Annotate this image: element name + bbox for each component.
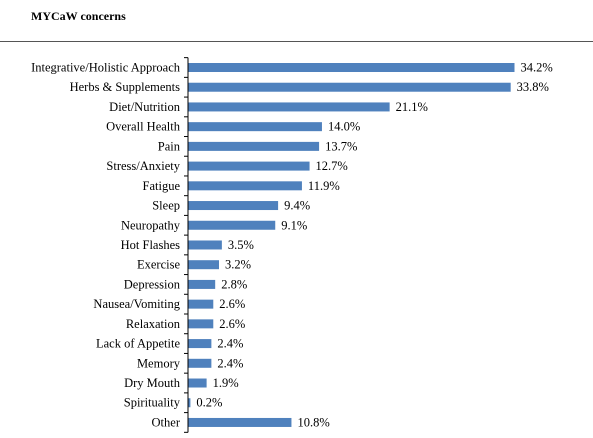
- bar-pain: [188, 141, 320, 151]
- category-label: Fatigue: [143, 179, 181, 193]
- category-label: Other: [152, 415, 181, 429]
- category-label: Exercise: [137, 258, 180, 272]
- value-label: 2.6%: [219, 297, 245, 311]
- bar-diet-nutrition: [188, 102, 390, 112]
- bar-sleep: [188, 201, 279, 211]
- category-label: Herbs & Supplements: [70, 80, 181, 94]
- bars: [188, 63, 515, 427]
- category-label: Stress/Anxiety: [106, 159, 180, 173]
- bar-herbs-supplements: [188, 82, 511, 92]
- value-label: 34.2%: [521, 61, 553, 75]
- value-label: 9.1%: [281, 218, 307, 232]
- value-label: 21.1%: [396, 100, 428, 114]
- bar-hot-flashes: [188, 240, 222, 250]
- bar-relaxation: [188, 319, 214, 329]
- bar-spirituality: [188, 398, 191, 408]
- bar-integrative-holistic-approach: [188, 63, 515, 72]
- value-label: 2.4%: [217, 356, 243, 370]
- category-label: Lack of Appetite: [96, 337, 180, 351]
- value-label: 12.7%: [316, 159, 348, 173]
- value-label: 2.6%: [219, 317, 245, 331]
- bar-stress-anxiety: [188, 161, 310, 171]
- category-label: Integrative/Holistic Approach: [31, 61, 181, 75]
- value-labels: 34.2% 33.8% 21.1% 14.0% 13.7% 12.7% 11.9% 9.4% 9…: [196, 61, 552, 430]
- value-label: 2.8%: [221, 277, 247, 291]
- bar-nausea-vomiting: [188, 299, 214, 309]
- category-label: Pain: [158, 139, 181, 153]
- value-label: 33.8%: [517, 80, 549, 94]
- category-label: Nausea/Vomiting: [93, 297, 180, 311]
- value-label: 1.9%: [213, 376, 239, 390]
- bar-overall-health: [188, 122, 322, 132]
- value-label: 3.2%: [225, 258, 251, 272]
- value-label: 13.7%: [325, 139, 357, 153]
- bar-fatigue: [188, 181, 302, 191]
- category-labels: Integrative/Holistic Approach Herbs & Sup…: [31, 61, 181, 430]
- bar-neuropathy: [188, 220, 276, 230]
- value-label: 11.9%: [308, 179, 340, 193]
- category-label: Hot Flashes: [121, 238, 181, 252]
- value-label: 9.4%: [284, 199, 310, 213]
- bar-dry-mouth: [188, 378, 207, 388]
- bar-other: [188, 417, 292, 427]
- category-label: Diet/Nutrition: [109, 100, 181, 114]
- category-label: Neuropathy: [121, 218, 181, 232]
- chart-title: MYCaW concerns: [31, 9, 126, 23]
- value-label: 10.8%: [297, 415, 329, 429]
- category-label: Dry Mouth: [124, 376, 181, 390]
- category-label: Depression: [124, 277, 181, 291]
- bar-depression: [188, 279, 216, 289]
- bar-exercise: [188, 260, 220, 270]
- bar-memory: [188, 358, 212, 368]
- category-label: Spirituality: [124, 396, 181, 410]
- category-label: Overall Health: [106, 120, 181, 134]
- value-label: 0.2%: [196, 396, 222, 410]
- title-divider: [0, 41, 593, 42]
- value-label: 14.0%: [328, 120, 360, 134]
- y-axis-ticks: [184, 57, 188, 433]
- value-label: 3.5%: [228, 238, 254, 252]
- bar-lack-of-appetite: [188, 339, 212, 349]
- category-label: Sleep: [152, 199, 180, 213]
- category-label: Relaxation: [126, 317, 181, 331]
- category-label: Memory: [137, 356, 181, 370]
- value-label: 2.4%: [217, 337, 243, 351]
